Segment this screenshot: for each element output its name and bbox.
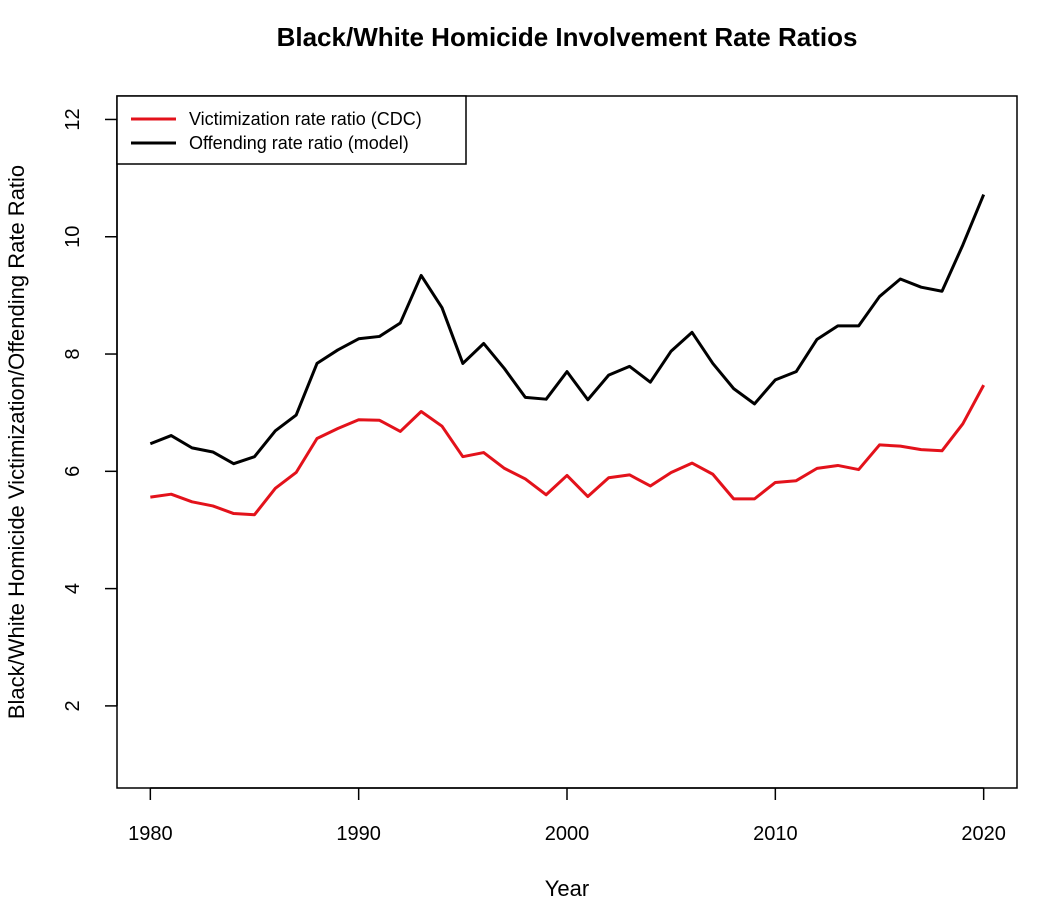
x-axis: 1980 1990 2000 2010 2020 xyxy=(128,787,1006,845)
y-tick-label: 10 xyxy=(62,226,84,248)
chart-title: Black/White Homicide Involvement Rate Ra… xyxy=(277,22,858,52)
y-tick-label: 2 xyxy=(62,700,84,711)
series-line-victimization xyxy=(150,384,985,517)
series-layer xyxy=(149,193,986,517)
x-tick-label: 2020 xyxy=(961,823,1006,845)
series-line-offending xyxy=(149,193,986,466)
plot-frame xyxy=(116,95,1018,789)
y-axis-label: Black/White Homicide Victimization/Offen… xyxy=(4,165,29,719)
y-tick-label: 6 xyxy=(62,466,84,477)
y-tick-label: 12 xyxy=(62,108,84,130)
x-tick-label: 2000 xyxy=(545,823,590,845)
x-tick-label: 1980 xyxy=(128,823,173,845)
y-axis: 2 4 6 8 10 12 xyxy=(62,108,118,711)
y-tick-label: 8 xyxy=(62,348,84,359)
legend-label-victimization: Victimization rate ratio (CDC) xyxy=(189,109,422,129)
x-axis-label: Year xyxy=(545,876,589,901)
legend: Victimization rate ratio (CDC) Offending… xyxy=(116,95,467,165)
y-tick-label: 4 xyxy=(62,583,84,594)
x-tick-label: 2010 xyxy=(753,823,798,845)
x-tick-label: 1990 xyxy=(336,823,381,845)
legend-box xyxy=(116,95,467,165)
legend-label-offending: Offending rate ratio (model) xyxy=(189,133,409,153)
